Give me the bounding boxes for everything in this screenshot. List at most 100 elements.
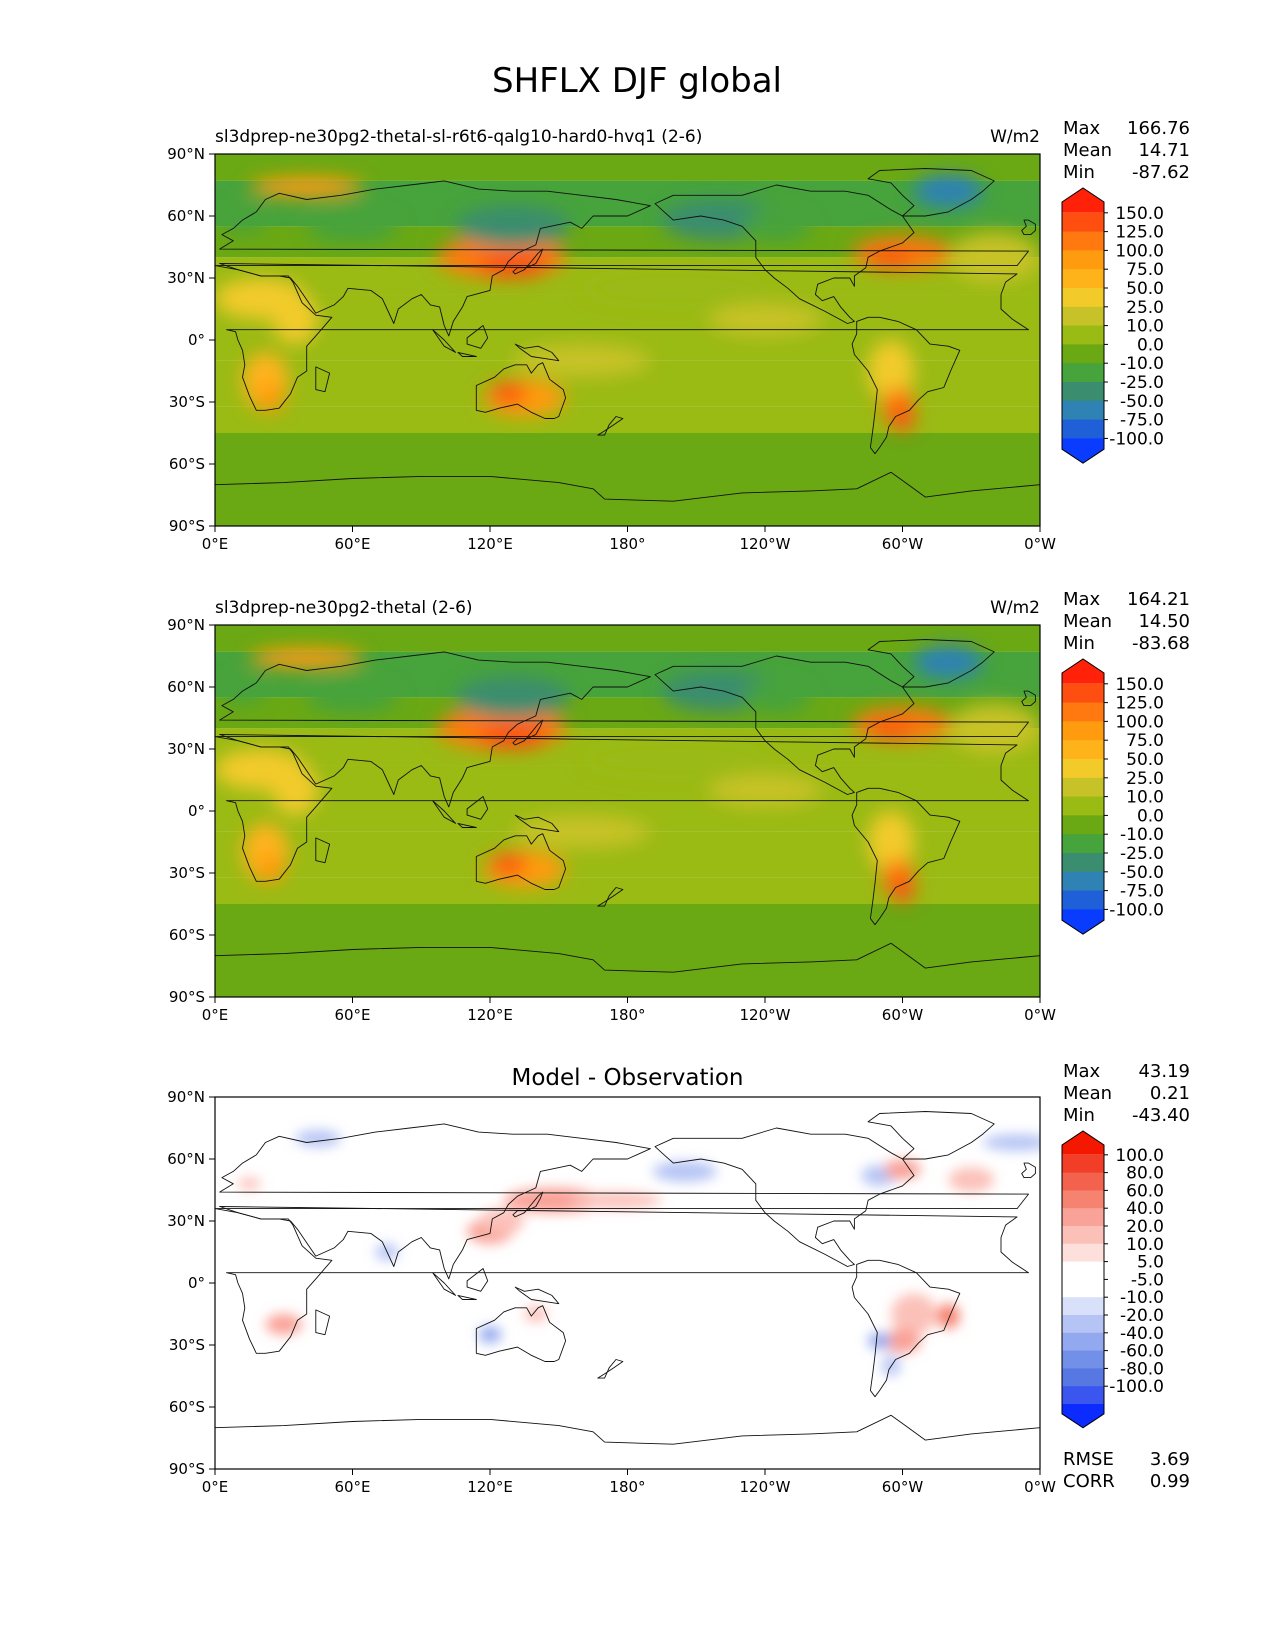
colorbar-level: -50.0: [1120, 863, 1164, 883]
field-blob: [948, 703, 1040, 754]
coastline: [215, 651, 1029, 808]
stat-value: 43.19: [1138, 1061, 1190, 1082]
colorbar-segment: [1062, 306, 1104, 327]
coastline: [315, 837, 331, 864]
field-blob: [891, 877, 914, 902]
colorbar-segment: [1062, 1154, 1104, 1174]
colorbar-level: -60.0: [1120, 1342, 1164, 1362]
colorbar-segment: [1062, 1131, 1104, 1155]
coastline: [466, 1268, 489, 1292]
coastline: [215, 1123, 1029, 1280]
y-tick-label: 90°N: [167, 616, 205, 634]
x-tick-label: 120°W: [740, 1478, 791, 1496]
y-tick-label: 30°N: [167, 1212, 205, 1230]
y-tick-label: 0°: [188, 331, 205, 349]
colorbar-outline: [1061, 1130, 1105, 1429]
coastline: [597, 416, 624, 436]
coastline: [597, 887, 624, 907]
map-panel-3: 0°E 60°E 120°E 180° 120°W 60°W 0°W 90°N 60°N 30°N…: [167, 1061, 1190, 1496]
coastline: [514, 343, 560, 362]
coastline: [654, 655, 915, 795]
coastline: [466, 325, 489, 349]
colorbar-segment: [1062, 796, 1104, 816]
x-tick-label: 180°: [609, 1006, 645, 1024]
colorbar-level: -10.0: [1120, 354, 1164, 374]
x-tick-label: 180°: [609, 1478, 645, 1496]
field-blob: [868, 251, 914, 268]
field-blob: [913, 174, 983, 208]
field-blob: [913, 645, 983, 679]
colorbar-level: -20.0: [1120, 1306, 1164, 1326]
stat-value: -83.68: [1132, 633, 1190, 654]
stat-label: Max: [1063, 118, 1101, 139]
coastline: [867, 639, 995, 688]
x-tick-label: 0°E: [202, 1478, 229, 1496]
colorbar-outline: [1061, 658, 1105, 935]
coastline: [475, 833, 567, 890]
field-blob: [256, 383, 284, 413]
colorbar: 150.0125.0100.075.050.025.010.00.0-10.0-…: [1061, 658, 1164, 935]
field-blob: [490, 854, 527, 876]
coastline: [219, 263, 1029, 411]
colorbar-segment: [1062, 1226, 1104, 1245]
x-tick-label: 0°W: [1024, 1006, 1056, 1024]
colorbar-segment: [1062, 659, 1104, 684]
stat-label: Mean: [1063, 140, 1112, 161]
field-blob: [512, 815, 651, 849]
field-blob: [455, 205, 571, 247]
coastline: [215, 180, 1029, 337]
y-tick-label: 90°N: [167, 145, 205, 163]
x-tick-label: 120°E: [467, 1006, 513, 1024]
colorbar-level: -100.0: [1109, 429, 1164, 449]
colorbar-segment: [1062, 438, 1104, 464]
colorbar-level: 75.0: [1126, 731, 1164, 751]
colorbar-level: 10.0: [1126, 1235, 1164, 1255]
colorbar-segment: [1062, 740, 1104, 760]
field-blob: [868, 1332, 892, 1350]
coastline: [457, 351, 477, 357]
colorbar-segment: [1062, 400, 1104, 421]
colorbar-segment: [1062, 419, 1104, 439]
field-band: [215, 464, 1040, 526]
y-tick-label: 30°S: [169, 1336, 205, 1354]
y-tick-label: 60°S: [169, 926, 205, 944]
coastline: [1021, 1162, 1036, 1179]
coastlines: [215, 1111, 1040, 1469]
field-blob: [652, 1161, 717, 1182]
y-tick-label: 30°S: [169, 393, 205, 411]
coastline: [219, 734, 1029, 882]
field-band: [215, 625, 1040, 652]
colorbar-level: 20.0: [1126, 1217, 1164, 1237]
colorbar-segment: [1062, 815, 1104, 835]
colorbar-level: 50.0: [1126, 750, 1164, 770]
colorbar-segment: [1062, 1350, 1104, 1369]
y-tick-label: 60°N: [167, 678, 205, 696]
colorbar-level: -100.0: [1109, 1377, 1164, 1397]
field-blob: [707, 302, 823, 336]
colorbar-level: 60.0: [1126, 1181, 1164, 1201]
colorbar-level: -75.0: [1120, 882, 1164, 902]
colorbar-segment: [1062, 382, 1104, 402]
x-tick-label: 120°E: [467, 535, 513, 553]
coastline: [1021, 690, 1036, 707]
field-blob: [295, 1130, 342, 1147]
field-blob: [884, 1159, 921, 1180]
field-band: [215, 154, 1040, 181]
x-tick-label: 120°E: [467, 1478, 513, 1496]
panel-title: sl3dprep-ne30pg2-thetal-sl-r6t6-qalg10-h…: [215, 127, 702, 147]
field-blob: [215, 749, 307, 791]
colorbar-segment: [1062, 1261, 1104, 1280]
stat-label: Mean: [1063, 611, 1112, 632]
stat-value: 3.69: [1150, 1449, 1190, 1470]
field-blob: [868, 811, 914, 873]
contour-field: [215, 625, 1040, 997]
x-tick-label: 120°W: [740, 535, 791, 553]
colorbar-segment: [1062, 1368, 1104, 1387]
coastline: [851, 787, 961, 926]
colorbar-level: -75.0: [1120, 411, 1164, 431]
field-blob: [478, 1208, 525, 1234]
colorbar-segment: [1062, 702, 1104, 722]
coastline: [432, 1272, 457, 1296]
map-panel-1: 0°E 60°E 120°E 180° 120°W 60°W 0°W 90°N 60°N 30°N…: [167, 118, 1190, 553]
field-blob: [742, 680, 811, 714]
